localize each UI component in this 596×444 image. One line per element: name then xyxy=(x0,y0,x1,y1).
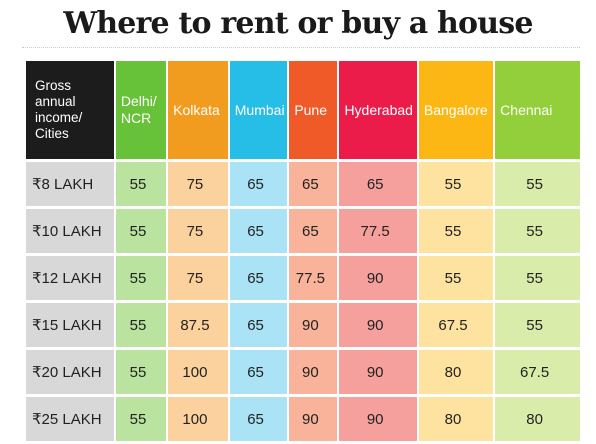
table-cell: 87.5 xyxy=(168,303,228,347)
table-cell: 55 xyxy=(418,209,494,253)
table-cell: 67.5 xyxy=(495,350,580,394)
row-label: ₹12 LAKH xyxy=(26,256,114,300)
table-cell: 55 xyxy=(495,209,580,253)
table-cell: 90 xyxy=(339,397,417,441)
page-title: Where to rent or buy a house xyxy=(63,6,533,41)
table-cell: 80 xyxy=(495,397,580,441)
table-cell: 100 xyxy=(168,397,228,441)
table-row: ₹10 LAKH 55 75 65 65 77.5 55 55 xyxy=(26,209,580,253)
column-header-hyderabad: Hyderabad xyxy=(339,61,417,159)
row-label: ₹20 LAKH xyxy=(26,350,114,394)
table-cell: 80 xyxy=(418,397,494,441)
table-cell: 90 xyxy=(289,397,338,441)
header-row: Gross annual income/ Cities Delhi/ NCR Ko… xyxy=(26,61,580,159)
table-cell: 90 xyxy=(339,256,417,300)
table-cell: 90 xyxy=(339,350,417,394)
row-label: ₹10 LAKH xyxy=(26,209,114,253)
table-cell: 55 xyxy=(115,256,167,300)
table-cell: 75 xyxy=(168,209,228,253)
table-cell: 55 xyxy=(115,209,167,253)
table-row: ₹12 LAKH 55 75 65 77.5 90 55 55 xyxy=(26,256,580,300)
table-cell: 65 xyxy=(229,256,288,300)
column-header-pune: Pune xyxy=(289,61,338,159)
table-cell: 75 xyxy=(168,162,228,206)
table-body: ₹8 LAKH 55 75 65 65 65 55 55 ₹10 LAKH 55 75 65 65 77.… xyxy=(26,162,580,441)
table-cell: 90 xyxy=(339,303,417,347)
title-divider xyxy=(22,47,580,48)
table-cell: 90 xyxy=(289,303,338,347)
table-cell: 90 xyxy=(289,350,338,394)
table-cell: 55 xyxy=(418,162,494,206)
table-cell: 65 xyxy=(339,162,417,206)
table-cell: 55 xyxy=(115,397,167,441)
table-cell: 65 xyxy=(229,303,288,347)
table-cell: 65 xyxy=(289,162,338,206)
table-cell: 65 xyxy=(229,350,288,394)
column-header-chennai: Chennai xyxy=(495,61,580,159)
table-cell: 77.5 xyxy=(339,209,417,253)
column-header-delhi-ncr: Delhi/ NCR xyxy=(115,61,167,159)
table-row: ₹8 LAKH 55 75 65 65 65 55 55 xyxy=(26,162,580,206)
column-header-bangalore: Bangalore xyxy=(418,61,494,159)
table-cell: 67.5 xyxy=(418,303,494,347)
table-row: ₹25 LAKH 55 100 65 90 90 80 80 xyxy=(26,397,580,441)
rent-buy-table: Gross annual income/ Cities Delhi/ NCR Ko… xyxy=(24,58,582,444)
table-cell: 55 xyxy=(495,256,580,300)
table-row: ₹20 LAKH 55 100 65 90 90 80 67.5 xyxy=(26,350,580,394)
table-cell: 65 xyxy=(229,162,288,206)
table-cell: 80 xyxy=(418,350,494,394)
column-header-kolkata: Kolkata xyxy=(168,61,228,159)
row-header-label: Gross annual income/ Cities xyxy=(26,61,114,159)
table-cell: 65 xyxy=(229,397,288,441)
table-cell: 55 xyxy=(115,350,167,394)
table-cell: 55 xyxy=(495,162,580,206)
table-cell: 55 xyxy=(418,256,494,300)
row-label: ₹25 LAKH xyxy=(26,397,114,441)
table-cell: 55 xyxy=(495,303,580,347)
column-header-mumbai: Mumbai xyxy=(229,61,288,159)
row-label: ₹15 LAKH xyxy=(26,303,114,347)
table-cell: 75 xyxy=(168,256,228,300)
table-cell: 65 xyxy=(229,209,288,253)
row-label: ₹8 LAKH xyxy=(26,162,114,206)
table-row: ₹15 LAKH 55 87.5 65 90 90 67.5 55 xyxy=(26,303,580,347)
table-cell: 77.5 xyxy=(289,256,338,300)
table-cell: 65 xyxy=(289,209,338,253)
table-cell: 100 xyxy=(168,350,228,394)
table-cell: 55 xyxy=(115,303,167,347)
table-cell: 55 xyxy=(115,162,167,206)
